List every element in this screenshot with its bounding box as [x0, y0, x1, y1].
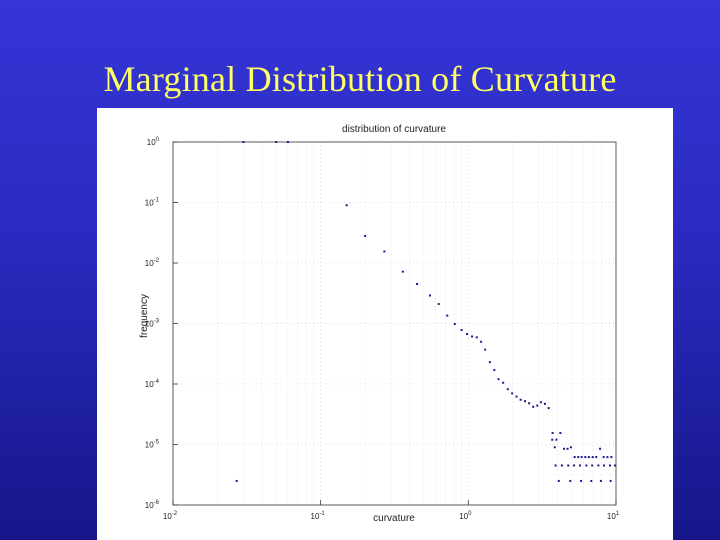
data-point [554, 464, 557, 467]
data-point [235, 479, 238, 482]
data-point [286, 141, 289, 143]
data-point [551, 431, 554, 434]
data-point [553, 446, 556, 449]
data-point [587, 456, 590, 459]
x-tick-label: 100 [459, 511, 472, 521]
data-point [585, 464, 588, 467]
data-point [460, 329, 463, 332]
data-point [609, 479, 612, 482]
data-point [484, 348, 487, 351]
data-point [578, 464, 581, 467]
data-point [560, 464, 563, 467]
data-point [528, 402, 531, 405]
data-point [524, 400, 527, 403]
data-point [602, 456, 605, 459]
data-point [515, 395, 518, 398]
data-point [580, 479, 583, 482]
x-axis-label: curvature [373, 513, 415, 524]
data-point [595, 456, 598, 459]
data-point [511, 392, 514, 395]
x-tick-label: 10-1 [311, 511, 326, 521]
data-point [551, 438, 554, 441]
data-point [563, 447, 566, 450]
data-point [532, 405, 535, 408]
data-point [557, 479, 560, 482]
data-point [603, 464, 606, 467]
data-point [446, 314, 449, 317]
data-point [591, 464, 594, 467]
grid-lines [172, 141, 616, 506]
data-point [401, 270, 404, 273]
data-point [437, 303, 440, 306]
data-point [475, 336, 478, 339]
data-point [547, 407, 550, 410]
chart-title: distribution of curvature [342, 124, 446, 135]
x-tick-label: 10-2 [163, 511, 178, 521]
data-point [466, 333, 469, 336]
data-point [580, 456, 583, 459]
data-point [506, 388, 509, 391]
data-point [519, 398, 522, 401]
y-tick-label: 10-3 [145, 319, 160, 329]
y-tick-label: 10-6 [145, 500, 160, 510]
data-point [242, 141, 245, 143]
data-point [590, 479, 593, 482]
y-axis-ticks: 100 10-1 10-2 10-3 10-4 10-5 10-6 [145, 137, 178, 510]
data-point [573, 464, 576, 467]
y-tick-label: 10-4 [145, 379, 160, 389]
slide-title: Marginal Distribution of Curvature [103, 59, 617, 99]
data-point [614, 464, 617, 467]
x-tick-label: 101 [607, 511, 620, 521]
data-point [539, 401, 542, 404]
data-point [471, 335, 474, 338]
data-point [555, 438, 558, 441]
x-axis-ticks: 10-2 10-1 100 101 [163, 500, 620, 521]
data-point [275, 141, 278, 143]
y-tick-label: 10-1 [145, 198, 160, 208]
data-point [599, 479, 602, 482]
data-point [584, 456, 587, 459]
data-point [569, 479, 572, 482]
data-point [606, 456, 609, 459]
data-point [608, 464, 611, 467]
data-point [453, 323, 456, 326]
data-point [480, 340, 483, 343]
curvature-chart: distribution of curvature 10-2 10-1 100 101… [139, 124, 620, 524]
figure-panel: distribution of curvature 10-2 10-1 100 101… [97, 108, 673, 540]
data-point [493, 369, 496, 372]
y-tick-label: 10-2 [145, 258, 160, 268]
y-tick-label: 100 [147, 137, 160, 147]
data-point [383, 250, 386, 253]
data-point [577, 456, 580, 459]
data-point [567, 464, 570, 467]
data-point [416, 282, 419, 285]
data-point [610, 456, 613, 459]
data-point [591, 456, 594, 459]
data-point [543, 402, 546, 405]
y-tick-label: 10-5 [145, 440, 160, 450]
data-point [345, 204, 348, 207]
data-point [536, 404, 539, 407]
data-point [599, 447, 602, 450]
data-point [364, 234, 367, 237]
data-point [488, 361, 491, 364]
data-point [566, 447, 569, 450]
y-axis-label: frequency [139, 294, 150, 338]
data-points [235, 141, 617, 482]
data-point [573, 456, 576, 459]
data-point [569, 446, 572, 449]
data-point [428, 294, 431, 297]
data-point [502, 381, 505, 384]
data-point [559, 431, 562, 434]
data-point [597, 464, 600, 467]
data-point [497, 378, 500, 381]
